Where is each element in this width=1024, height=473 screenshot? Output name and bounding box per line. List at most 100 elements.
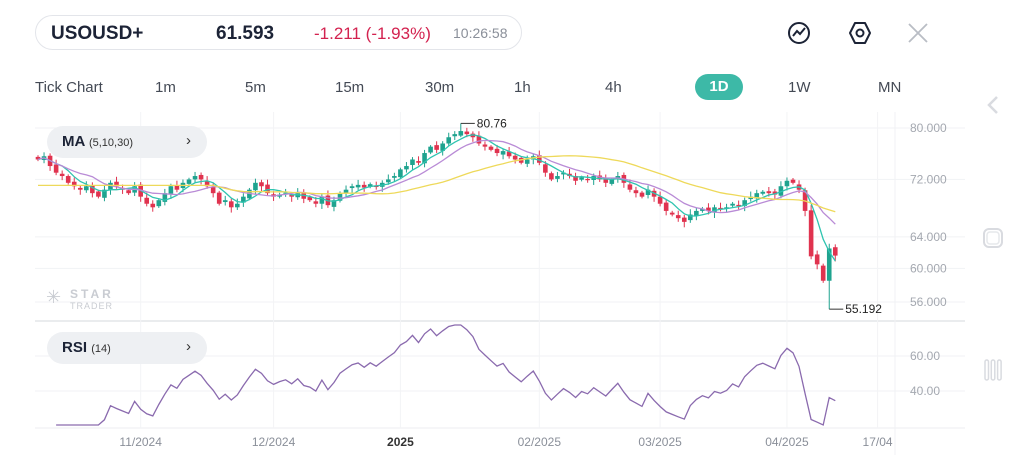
candle-down	[537, 155, 542, 163]
price-change: -1.211 (-1.93%)	[314, 24, 431, 43]
candle-up	[694, 210, 699, 216]
candle-down	[603, 177, 609, 183]
candle-down	[736, 204, 741, 207]
candle-down	[53, 164, 59, 173]
candle-up	[186, 179, 192, 184]
candle-down	[506, 151, 512, 157]
candle-up	[778, 186, 784, 196]
indicator-icon[interactable]	[786, 20, 812, 46]
candle-down	[814, 254, 820, 265]
candle-up	[688, 214, 693, 221]
candle-down	[204, 181, 210, 187]
candle-up	[700, 208, 705, 211]
candle-down	[820, 265, 826, 281]
candle-down	[482, 144, 488, 147]
candle-down	[259, 182, 264, 187]
candle-up	[440, 143, 445, 151]
menu-bars-icon[interactable]	[982, 359, 1004, 381]
candle-down	[216, 192, 222, 204]
candle-up	[730, 203, 735, 206]
candle-up	[386, 179, 391, 183]
candle-down	[434, 145, 439, 150]
close-icon[interactable]	[905, 20, 931, 46]
ma5-line	[37, 134, 836, 262]
timeframe-tab-1m[interactable]: 1m	[155, 79, 176, 96]
candle-up	[428, 146, 433, 153]
rsi-indicator-chip[interactable]: RSI (14) ›	[47, 332, 207, 364]
candle-down	[512, 155, 518, 160]
time-tick-label: 12/2024	[252, 435, 296, 449]
ma30-line	[38, 155, 836, 213]
price-tick-label: 64.000	[910, 230, 947, 244]
timeframe-tab-1d[interactable]: 1D	[695, 74, 743, 100]
candle-up	[331, 200, 337, 207]
candle-down	[543, 164, 548, 173]
candle-down	[772, 191, 778, 195]
ma-params: (5,10,30)	[88, 137, 133, 149]
candle-up	[392, 176, 397, 178]
ma-indicator-chip[interactable]: MA (5,10,30) ›	[47, 126, 207, 158]
candle-down	[416, 161, 421, 163]
rsi-tick-label: 40.00	[910, 384, 940, 398]
candle-up	[235, 203, 240, 208]
timeframe-tab-tick-chart[interactable]: Tick Chart	[35, 79, 103, 96]
candle-down	[657, 196, 663, 204]
symbol: USOUSD+	[51, 23, 144, 44]
candle-up	[784, 180, 790, 187]
candle-up	[398, 169, 403, 178]
candle-up	[343, 189, 349, 193]
timeframe-tab-5m[interactable]: 5m	[245, 79, 266, 96]
candle-down	[35, 156, 41, 160]
square-icon[interactable]	[982, 227, 1004, 249]
candle-down	[494, 148, 500, 154]
candle-up	[422, 153, 427, 164]
time-tick-label: 2025	[387, 435, 414, 449]
price-tick-label: 72.000	[910, 172, 947, 186]
candle-up	[524, 159, 530, 164]
price-tick-label: 80.000	[910, 121, 947, 135]
last-price: 61.593	[216, 23, 275, 44]
candle-up	[826, 248, 832, 281]
candle-up	[609, 179, 615, 184]
ma-label: MA	[62, 133, 85, 150]
candle-up	[192, 176, 198, 180]
quote-time: 10:26:58	[453, 25, 508, 41]
timeframe-tab-1h[interactable]: 1h	[514, 79, 531, 96]
candle-down	[633, 190, 639, 194]
candle-up	[162, 193, 168, 202]
candle-down	[174, 185, 180, 190]
candle-down	[669, 212, 675, 215]
candle-down	[126, 190, 131, 194]
candle-down	[808, 210, 814, 257]
candle-up	[760, 191, 766, 194]
candle-down	[663, 202, 669, 211]
settings-hexagon-icon[interactable]	[847, 20, 873, 46]
chevron-left-icon[interactable]	[982, 94, 1004, 116]
candle-down	[150, 203, 156, 208]
candle-down	[681, 217, 687, 222]
candle-up	[561, 172, 566, 175]
timeframe-tab-15m[interactable]: 15m	[335, 79, 365, 96]
low-label: 55.192	[845, 302, 882, 316]
timeframe-tab-30m[interactable]: 30m	[425, 79, 455, 96]
time-tick-label: 03/2025	[638, 435, 682, 449]
candle-down	[585, 179, 590, 181]
time-tick-label: 02/2025	[518, 435, 562, 449]
timeframe-tab-mn[interactable]: MN	[878, 79, 902, 96]
quote-bar[interactable]: USOUSD+ 61.593 -1.211 (-1.93%) 10:26:58	[35, 15, 522, 50]
candle-down	[313, 201, 319, 204]
timeframe-tab-1w[interactable]: 1W	[788, 79, 811, 96]
candle-up	[754, 193, 760, 199]
candle-up	[337, 193, 343, 201]
candle-down	[210, 186, 216, 194]
candle-down	[71, 181, 77, 187]
timeframe-tab-4h[interactable]: 4h	[605, 79, 622, 96]
candle-up	[84, 186, 89, 191]
candle-down	[307, 197, 313, 201]
candle-down	[77, 187, 83, 190]
candle-up	[349, 186, 355, 189]
candle-down	[488, 146, 494, 150]
candle-up	[446, 137, 452, 144]
candle-up	[222, 200, 228, 203]
